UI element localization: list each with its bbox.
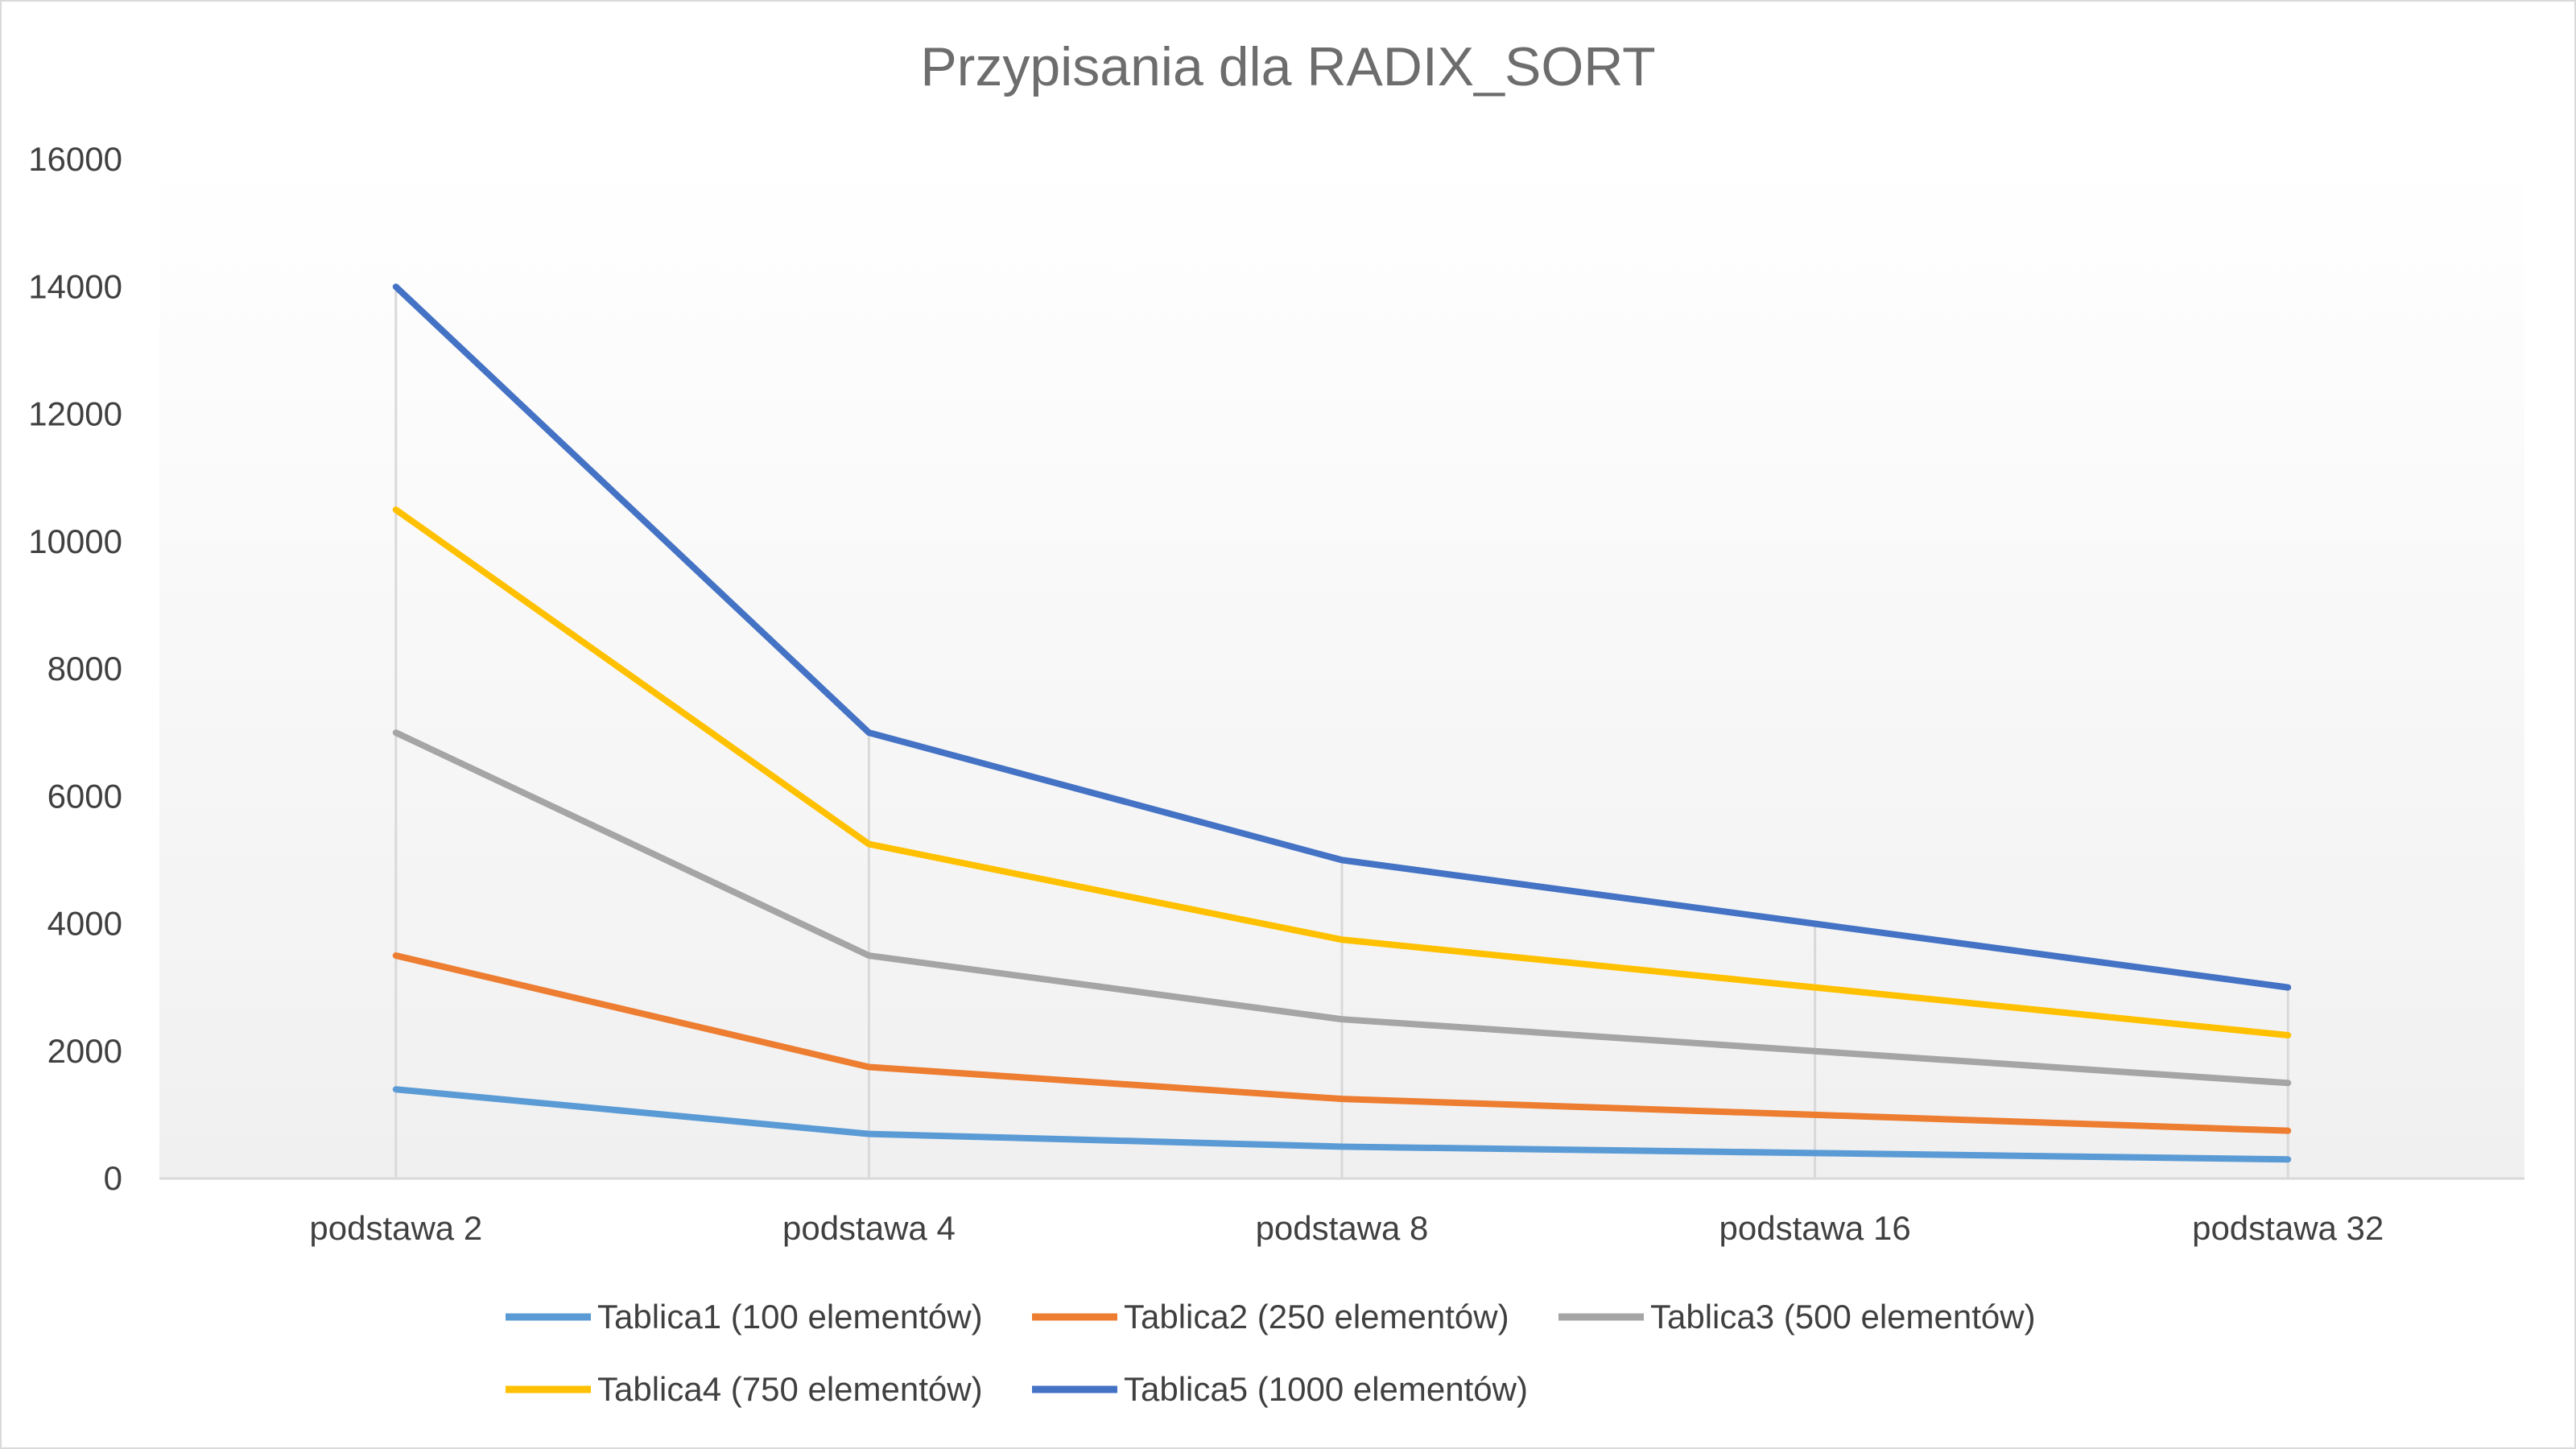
legend-label: Tablica2 (250 elementów) bbox=[1124, 1298, 1509, 1335]
y-tick-label: 16000 bbox=[28, 140, 122, 178]
legend-label: Tablica4 (750 elementów) bbox=[597, 1370, 983, 1408]
y-tick-label: 12000 bbox=[28, 395, 122, 433]
y-tick-label: 10000 bbox=[28, 522, 122, 560]
y-tick-label: 14000 bbox=[28, 267, 122, 305]
x-tick-label: podstawa 16 bbox=[1719, 1209, 1911, 1247]
y-tick-label: 4000 bbox=[47, 905, 122, 943]
y-tick-label: 0 bbox=[104, 1159, 122, 1197]
series-line-tablica4 bbox=[392, 506, 2292, 1038]
legend-label: Tablica3 (500 elementów) bbox=[1650, 1298, 2036, 1335]
series-line-tablica2 bbox=[392, 952, 2292, 1134]
x-tick-label: podstawa 8 bbox=[1256, 1209, 1429, 1247]
x-axis-ticks: podstawa 2 podstawa 4 podstawa 8 podstawa 1… bbox=[309, 1209, 2384, 1247]
x-tick-label: podstawa 4 bbox=[782, 1209, 956, 1247]
y-tick-label: 2000 bbox=[47, 1032, 122, 1070]
y-tick-label: 6000 bbox=[47, 777, 122, 815]
legend: Tablica1 (100 elementów) Tablica2 (250 el… bbox=[506, 1298, 2036, 1408]
legend-label: Tablica1 (100 elementów) bbox=[597, 1298, 983, 1335]
series-line-tablica5 bbox=[392, 283, 2292, 991]
series-line-tablica3 bbox=[392, 729, 2292, 1087]
x-tick-label: podstawa 32 bbox=[2192, 1209, 2384, 1247]
y-axis-ticks: 0 2000 4000 6000 8000 10000 12000 14000 16000 bbox=[28, 140, 122, 1197]
series-lines bbox=[392, 283, 2292, 1163]
series-line-tablica1 bbox=[392, 1086, 2292, 1163]
x-tick-label: podstawa 2 bbox=[309, 1209, 482, 1247]
chart-title: Przypisania dla RADIX_SORT bbox=[920, 36, 1655, 97]
legend-label: Tablica5 (1000 elementów) bbox=[1124, 1370, 1528, 1408]
y-tick-label: 8000 bbox=[47, 650, 122, 687]
